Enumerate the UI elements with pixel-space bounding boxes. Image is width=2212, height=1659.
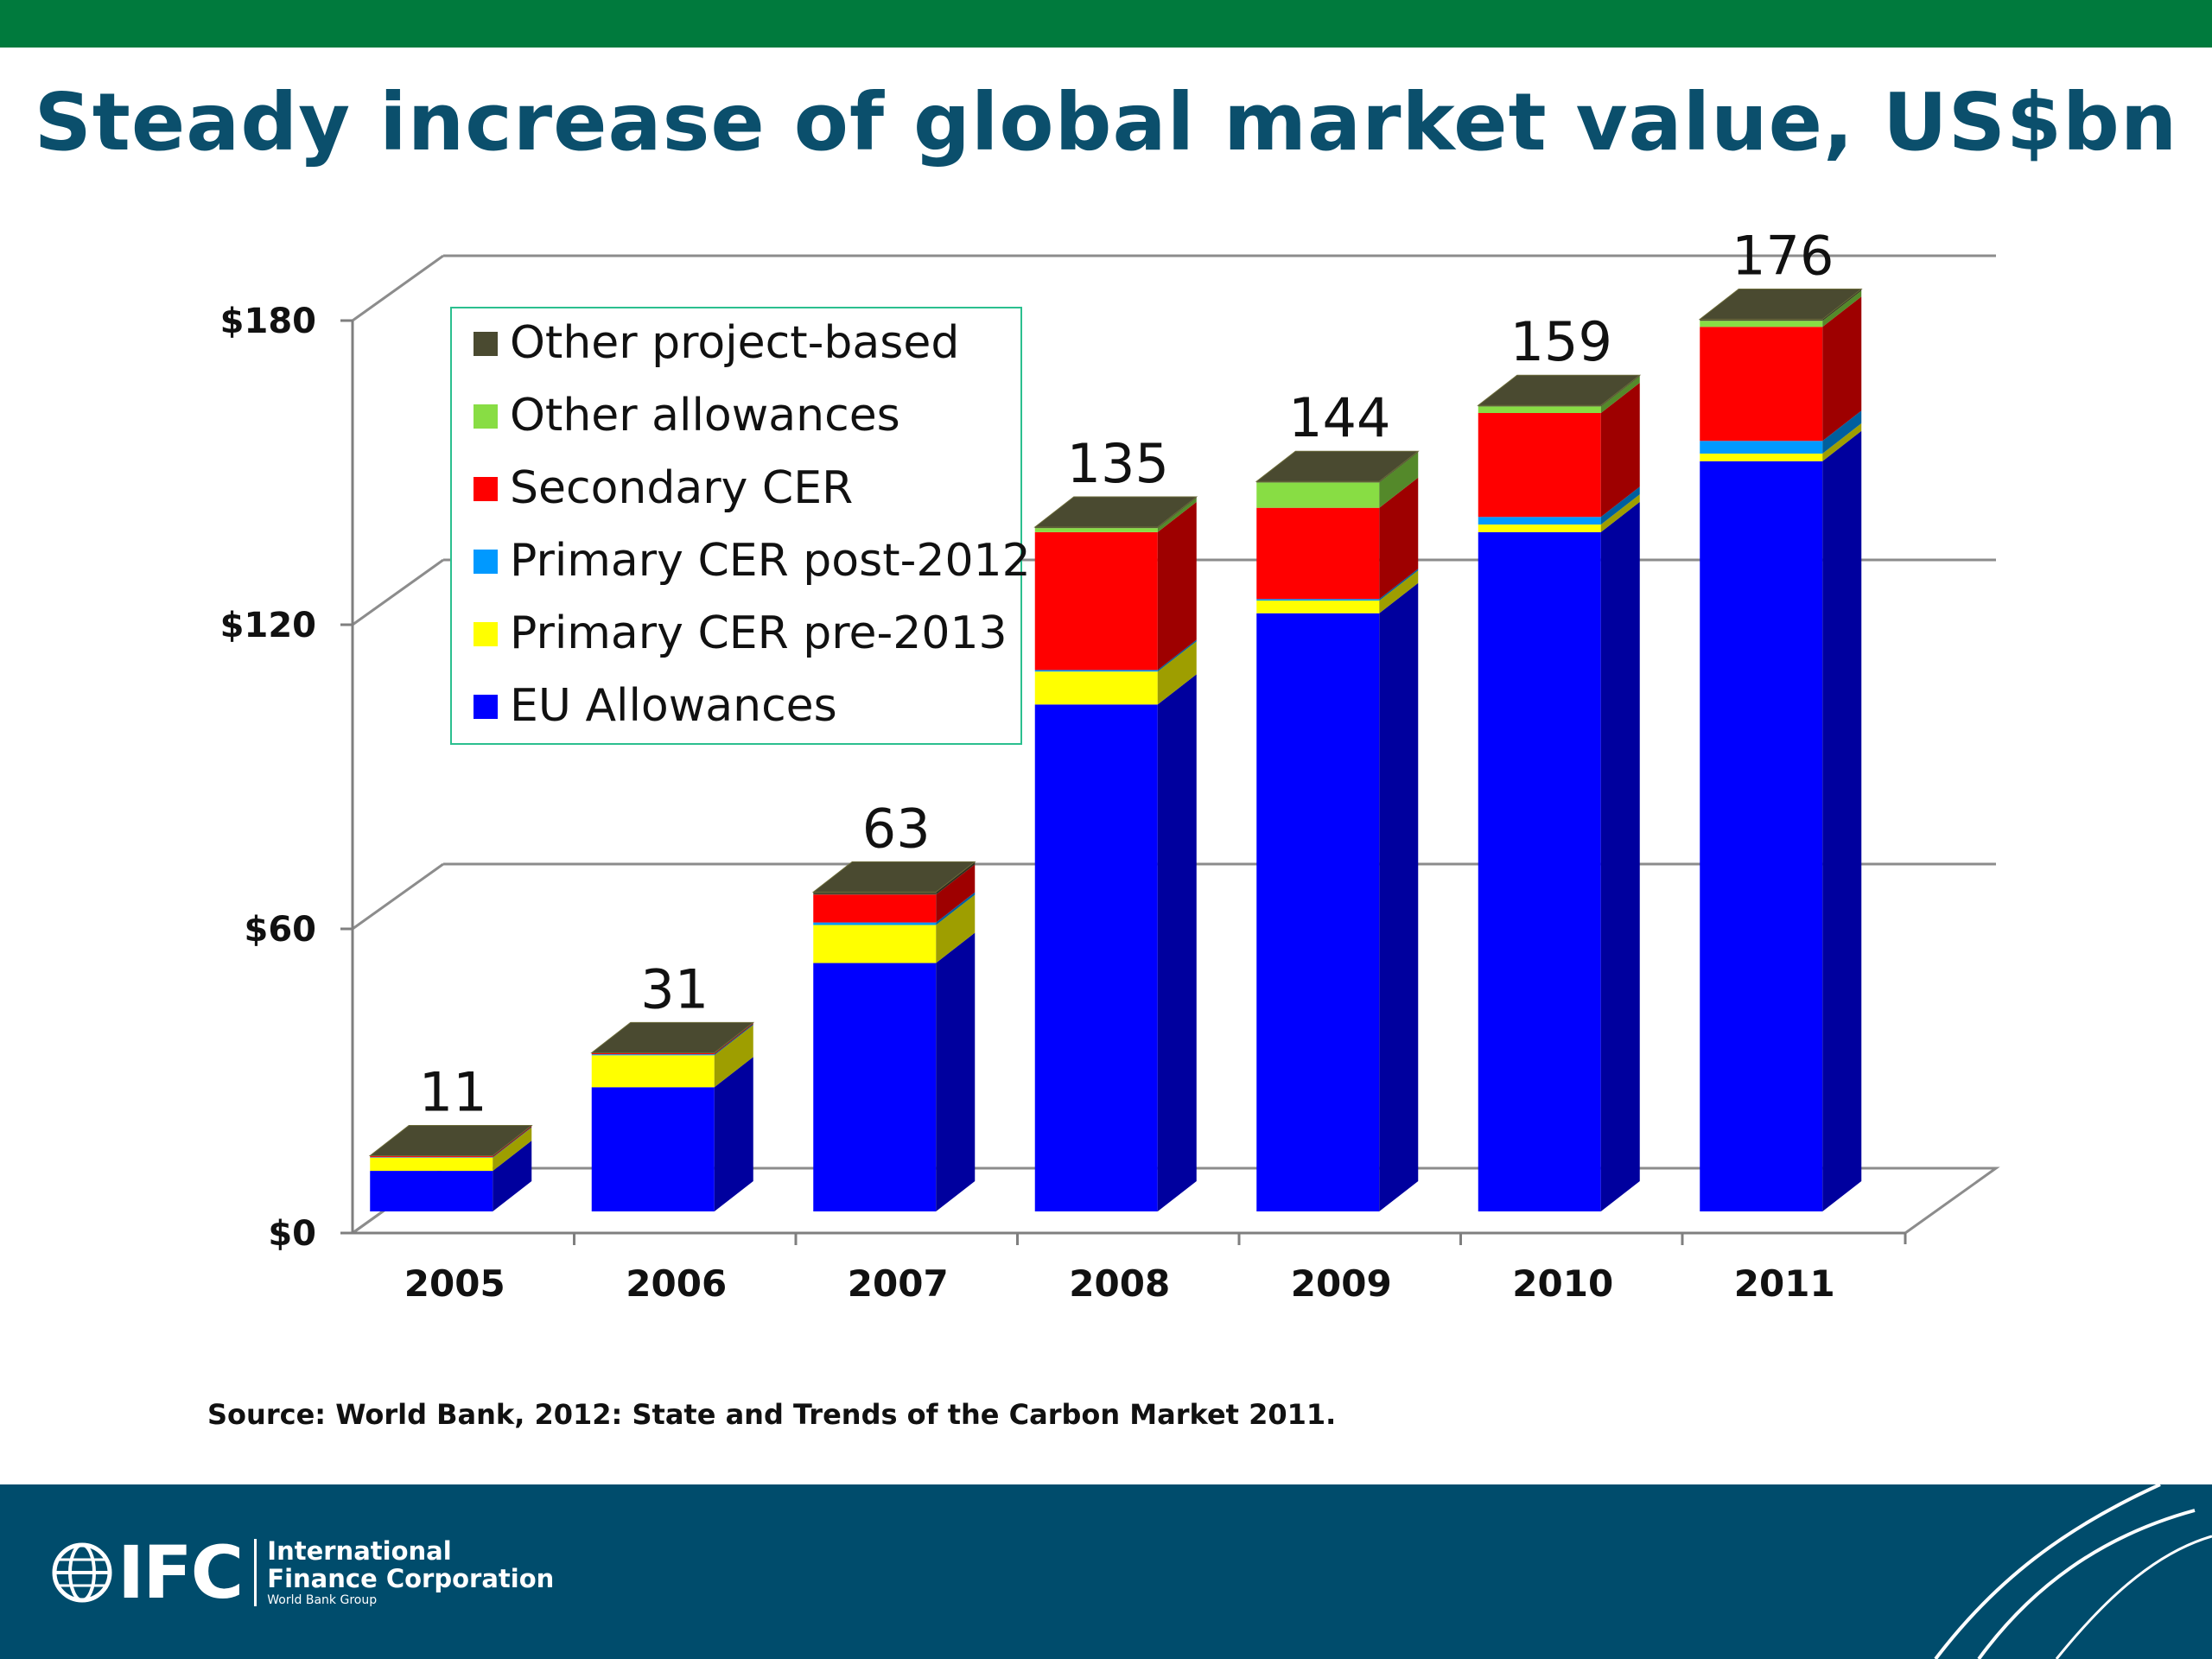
bar-segment-other-allowances [1035,528,1158,532]
legend-label-primary-cer-pre-2013: Primary CER pre-2013 [510,607,1007,659]
bar-segment-primary-cer-pre-2013 [370,1158,493,1171]
total-data-label: 11 [419,1060,487,1123]
bar-segment-primary-cer-pre-2013 [592,1055,715,1087]
x-tick-label: 2007 [848,1262,949,1305]
y-tick-label: $60 [245,910,317,950]
legend-swatch-eu-allowances [474,695,498,719]
bar-stack-2009 [1256,451,1418,1211]
total-data-label: 159 [1510,310,1612,373]
org-name-line2: Finance Corporation [267,1565,554,1592]
y-tick-label: $120 [220,606,316,645]
footer-swoosh-graphic [1901,1484,2212,1659]
bar-segment-primary-cer-pre-2013 [1035,671,1158,704]
x-tick-label: 2010 [1512,1262,1613,1305]
total-data-label: 31 [640,957,709,1020]
bar-segment-primary-cer-post-2012 [370,1157,493,1158]
bar-stack-2010 [1478,375,1640,1211]
bar-segment-primary-cer-post-2012 [592,1054,715,1055]
bar-segment-primary-cer-post-2012 [1478,517,1601,524]
total-data-label: 176 [1732,224,1834,287]
x-tick-label: 2008 [1069,1262,1170,1305]
legend-label-primary-cer-post-2012: Primary CER post-2012 [510,535,1031,587]
bar-segment-eu-allowances [1035,704,1158,1211]
legend-box [451,308,1021,744]
ifc-logo-mark: IFC [118,1534,242,1611]
bar-side-eu-allowances [1158,674,1197,1211]
bar-side-eu-allowances [1822,431,1861,1211]
legend-swatch-primary-cer-pre-2013 [474,622,498,646]
bar-segment-secondary-cer [370,1156,493,1157]
bar-segment-primary-cer-pre-2013 [1700,454,1822,461]
bar-segment-primary-cer-pre-2013 [813,925,936,963]
bar-segment-eu-allowances [370,1171,493,1211]
globe-icon [52,1542,112,1603]
bar-segment-secondary-cer [1700,327,1822,441]
bar-segment-secondary-cer [1035,532,1158,671]
bar-segment-primary-cer-pre-2013 [1478,524,1601,532]
x-tick-label: 2006 [626,1262,727,1305]
bar-segment-primary-cer-post-2012 [1035,670,1158,671]
bar-side-eu-allowances [936,933,975,1211]
y-tick-label: $0 [268,1214,316,1254]
bar-segment-other-allowances [1478,406,1601,413]
source-note: Source: World Bank, 2012: State and Tren… [207,1398,1336,1431]
bar-segment-eu-allowances [813,963,936,1211]
legend-label-secondary-cer: Secondary CER [510,462,853,514]
ifc-logo: IFC International Finance Corporation Wo… [52,1534,554,1611]
bar-segment-secondary-cer [1256,508,1379,600]
bar-stack-2007 [813,861,975,1211]
bar-segment-secondary-cer [592,1053,715,1054]
total-data-label: 63 [862,797,931,860]
bar-segment-eu-allowances [1478,532,1601,1211]
gridline-depth [353,560,443,625]
bar-segment-primary-cer-post-2012 [1256,599,1379,601]
bar-side-eu-allowances [1601,502,1640,1211]
bar-stack-2006 [592,1022,753,1211]
bar-stack-2011 [1700,289,1861,1211]
gridline-depth [353,256,443,321]
legend-swatch-primary-cer-post-2012 [474,550,498,574]
bar-segment-eu-allowances [1700,461,1822,1211]
org-group-line: World Bank Group [267,1592,554,1608]
org-name-line1: International [267,1537,554,1565]
bar-segment-other-allowances [1700,321,1822,327]
legend-swatch-other-allowances [474,404,498,429]
bar-segment-secondary-cer [1478,413,1601,517]
legend-label-other-project-based: Other project-based [510,317,959,369]
logo-divider [254,1539,257,1606]
y-tick-label: $180 [220,302,316,341]
legend: Other project-based Other allowances Secon… [451,308,1031,744]
slide: Steady increase of global market value, … [0,0,2212,1659]
bar-segment-primary-cer-pre-2013 [1256,601,1379,613]
legend-label-eu-allowances: EU Allowances [510,680,837,732]
x-tick-label: 2009 [1291,1262,1392,1305]
bar-segment-secondary-cer [813,894,936,922]
logo-text: International Finance Corporation World … [267,1537,554,1608]
bar-side-eu-allowances [1379,583,1418,1211]
bar-segment-other-allowances [1256,482,1379,507]
x-tick-label: 2005 [404,1262,505,1305]
legend-label-other-allowances: Other allowances [510,390,900,442]
bar-segment-eu-allowances [1256,613,1379,1211]
bar-stack-2005 [370,1125,531,1211]
total-data-label: 135 [1067,432,1169,495]
x-tick-label: 2011 [1734,1262,1835,1305]
gridline-depth [353,864,443,929]
legend-swatch-other-project-based [474,332,498,356]
total-data-label: 144 [1288,386,1390,449]
bar-stack-2008 [1035,497,1197,1211]
bar-segment-eu-allowances [592,1087,715,1211]
legend-swatch-secondary-cer [474,477,498,501]
bar-segment-primary-cer-post-2012 [813,923,936,925]
bar-segment-primary-cer-post-2012 [1700,441,1822,454]
